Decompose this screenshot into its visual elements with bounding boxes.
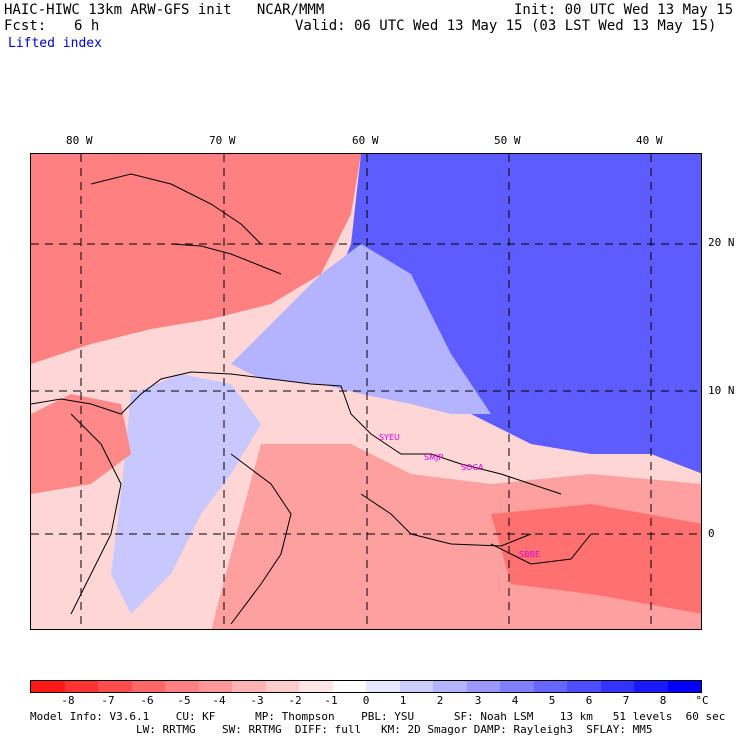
init-time: Init: 00 UTC Wed 13 May 15: [514, 2, 734, 18]
colorbar-label: 2: [436, 694, 444, 707]
colorbar-swatch: [366, 681, 400, 692]
colorbar: [30, 680, 702, 693]
colorbar-swatch: [466, 681, 500, 692]
red-zone-amazon: [491, 504, 701, 614]
colorbar-swatch: [64, 681, 98, 692]
lon-label-50w: 50 W: [494, 134, 521, 147]
colorbar-label: 3: [474, 694, 482, 707]
lon-label-80w: 80 W: [66, 134, 93, 147]
colorbar-label: 6: [585, 694, 593, 707]
lon-label-70w: 70 W: [209, 134, 236, 147]
colorbar-swatch: [265, 681, 299, 692]
valid-time: Valid: 06 UTC Wed 13 May 15 (03 LST Wed …: [295, 18, 717, 34]
lifted-index-map: SYEU SMJP SOCA SBBE: [30, 153, 702, 630]
colorbar-swatch: [500, 681, 534, 692]
model-info-line-1: Model Info: V3.6.1 CU: KF MP: Thompson P…: [30, 710, 726, 723]
colorbar-unit: °C: [695, 694, 709, 707]
lon-label-60w: 60 W: [352, 134, 379, 147]
red-zone-north: [31, 154, 361, 364]
colorbar-label: 5: [548, 694, 556, 707]
model-info-line-2: LW: RRTMG SW: RRTMG DIFF: full KM: 2D Sm…: [30, 723, 653, 736]
lat-label-10n: 10 N: [708, 384, 735, 397]
field-name: Lifted index: [8, 36, 102, 51]
colorbar-label: -3: [250, 694, 264, 707]
colorbar-label: -5: [177, 694, 191, 707]
colorbar-swatch: [31, 681, 65, 692]
colorbar-label: 4: [511, 694, 519, 707]
colorbar-swatch: [533, 681, 567, 692]
grid-lines: [31, 154, 701, 629]
colorbar-swatch: [299, 681, 333, 692]
colorbar-swatch: [332, 681, 366, 692]
site-label-sbbe: SBBE: [519, 550, 540, 559]
blue-zone-mid: [231, 244, 491, 414]
colorbar-label: 0: [362, 694, 370, 707]
map-canvas: SYEU SMJP SOCA SBBE: [31, 154, 701, 629]
lat-label-20n: 20 N: [708, 236, 735, 249]
colorbar-label: 1: [399, 694, 407, 707]
colorbar-swatch: [198, 681, 232, 692]
colorbar-label: 8: [659, 694, 667, 707]
colorbar-swatch: [433, 681, 467, 692]
colorbar-swatch: [667, 681, 701, 692]
coastlines: [31, 173, 592, 625]
colorbar-swatch: [232, 681, 266, 692]
colorbar-swatch: [634, 681, 668, 692]
colorbar-swatch: [600, 681, 634, 692]
colorbar-swatch: [131, 681, 165, 692]
lon-label-40w: 40 W: [636, 134, 663, 147]
red-zone-caribbean: [31, 394, 131, 494]
forecast-label: Fcst:: [4, 18, 47, 34]
site-label-soca: SOCA: [461, 463, 484, 472]
colorbar-swatch: [567, 681, 601, 692]
forecast-hour: 6 h: [74, 18, 100, 34]
lat-label-0: 0: [708, 527, 715, 540]
colorbar-swatch: [399, 681, 433, 692]
colorbar-label: -4: [212, 694, 226, 707]
site-label-syeu: SYEU: [379, 433, 400, 442]
colorbar-label: -2: [288, 694, 302, 707]
colorbar-label: -8: [61, 694, 75, 707]
colorbar-label: 7: [622, 694, 630, 707]
colorbar-swatch: [98, 681, 132, 692]
colorbar-label: -6: [140, 694, 154, 707]
colorbar-label: -7: [101, 694, 115, 707]
colorbar-swatch: [165, 681, 199, 692]
site-label-smjp: SMJP: [424, 453, 443, 462]
colorbar-label: -1: [324, 694, 338, 707]
model-title: HAIC-HIWC 13km ARW-GFS init NCAR/MMM: [4, 2, 325, 18]
